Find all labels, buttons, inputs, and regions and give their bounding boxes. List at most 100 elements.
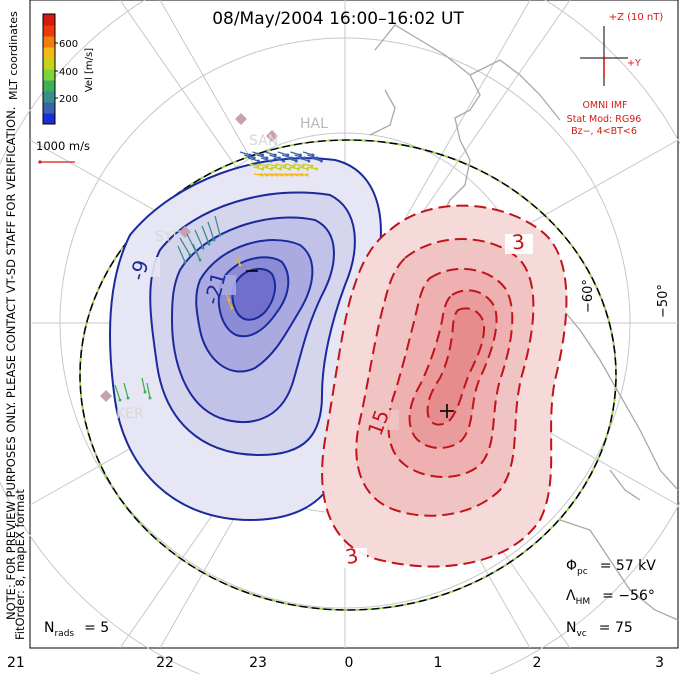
contour-label-bg [339, 548, 367, 568]
velocity-vector [201, 225, 210, 245]
velocity-vector [244, 154, 255, 159]
contour-label-bg [208, 275, 236, 295]
preview-note: NOTE: FOR PREVIEW PURPOSES ONLY. PLEASE … [4, 107, 18, 620]
imf-source-label: OMNI IMF [582, 100, 627, 111]
lat-label: −50° [656, 284, 671, 318]
colorbar-band [43, 91, 55, 103]
velocity-vector [262, 166, 272, 170]
coastline [554, 299, 679, 491]
velocity-vector-dot [252, 156, 256, 160]
colorbar-band [43, 69, 55, 81]
velocity-vector-dot [290, 156, 294, 160]
velocity-vector-dot [248, 153, 252, 157]
imf-dial [580, 26, 628, 86]
velocity-vector-dot [118, 398, 122, 402]
velocity-vector [298, 166, 308, 170]
colorbar-frame [42, 13, 56, 125]
imf-condition-label: Bz−, 4<BT<6 [571, 126, 637, 137]
nrads-value: = 5 [84, 620, 109, 636]
velocity-vector-dot [188, 253, 192, 257]
x-tick-label: 22 [156, 655, 174, 671]
velocity-vector-dot [288, 167, 291, 171]
x-tick-label: 1 [434, 655, 443, 671]
velocity-vector [294, 154, 305, 159]
velocity-vector-dot [238, 263, 242, 267]
velocity-vector [253, 166, 263, 170]
velocity-vector [257, 163, 268, 167]
velocity-vector-dot [286, 153, 290, 157]
station-markers [100, 113, 278, 402]
nvc-value: = 75 [599, 620, 633, 636]
ref-vector-label: 1000 m/s [36, 139, 90, 153]
velocity-vector [239, 151, 251, 156]
velocity-vector [284, 163, 295, 167]
velocity-vector [252, 151, 263, 156]
velocity-vector-dot [265, 156, 269, 160]
velocity-vector-dot [297, 167, 300, 171]
velocity-vector [114, 384, 121, 401]
velocity-vector [146, 382, 151, 399]
lat-label: −60° [581, 279, 596, 313]
colorbar-band [43, 47, 55, 59]
velocity-vector [271, 166, 281, 170]
colorbar-band [43, 14, 55, 26]
nrads-symbol: N [44, 620, 54, 636]
phi-value: = 57 kV [600, 558, 657, 574]
velocity-vector [141, 377, 146, 393]
velocity-vector-dot [201, 246, 205, 250]
velocity-vector-dot [148, 396, 152, 400]
velocity-vector [307, 166, 317, 170]
velocity-vector [207, 221, 215, 241]
velocity-vector [265, 151, 276, 156]
coastline [609, 469, 641, 501]
velocity-vector [302, 163, 313, 167]
velocity-vector-dot [306, 167, 309, 171]
plot-title: 08/May/2004 16:00–16:02 UT [212, 9, 464, 29]
x-tick-label: 23 [249, 655, 267, 671]
velocity-vector [289, 166, 299, 170]
velocity-vector-dot [230, 306, 234, 310]
velocity-vector-dot [277, 156, 281, 160]
station-marker [235, 113, 247, 125]
velocity-vector-dot [143, 390, 147, 394]
nvc-sub: vc [576, 629, 586, 639]
colorbar [42, 13, 56, 125]
phi-sub: pc [577, 567, 588, 577]
velocity-vector-dot [273, 153, 277, 157]
contour-neg-6 [231, 267, 277, 321]
imf-model-label: Stat Mod: RG96 [567, 114, 642, 125]
velocity-vector-dot [301, 164, 305, 168]
velocity-vector [214, 215, 221, 236]
hm-boundary-dots [79, 139, 617, 611]
imf-scale-label: +Z (10 nT) [609, 12, 664, 23]
colorbar-tick-label: 200 [59, 94, 78, 105]
stats-block: Φpc = 57 kV ΛHM = −56° Nvc = 75 Nrads = 5 [44, 558, 656, 639]
x-tick-label: 21 [7, 655, 25, 671]
coastline [369, 89, 396, 136]
velocity-vector [290, 151, 301, 156]
velocity-vector-dot [265, 164, 269, 168]
coastlines [369, 24, 679, 621]
x-tick-label: 3 [655, 655, 664, 671]
lambda-hm-stat: ΛHM = −56° [566, 588, 655, 607]
station-label-sye: SYE [155, 229, 181, 245]
velocity-vector [266, 163, 277, 167]
velocity-vector-dot [315, 167, 318, 171]
velocity-vector-dot [298, 153, 302, 157]
velocity-vector-dot [274, 164, 278, 168]
velocity-vector [248, 157, 259, 162]
colorbar-tick-label: 400 [59, 67, 78, 78]
velocity-vector-dot [270, 167, 273, 171]
colorbar-band [43, 102, 55, 114]
phi-symbol: Φ [566, 558, 577, 574]
colorbar-ticks [55, 42, 58, 99]
nrads-stat: Nrads = 5 [44, 620, 109, 639]
colorbar-label: Vel [m/s] [84, 48, 95, 92]
station-label-hal: HAL [300, 116, 328, 132]
velocity-vector-dot [183, 260, 187, 264]
velocity-vector [123, 382, 129, 399]
coastline [469, 59, 561, 121]
velocity-vector-dot [294, 159, 298, 163]
fit-order-label: FitOrder: 8, mapEX format [13, 489, 27, 640]
